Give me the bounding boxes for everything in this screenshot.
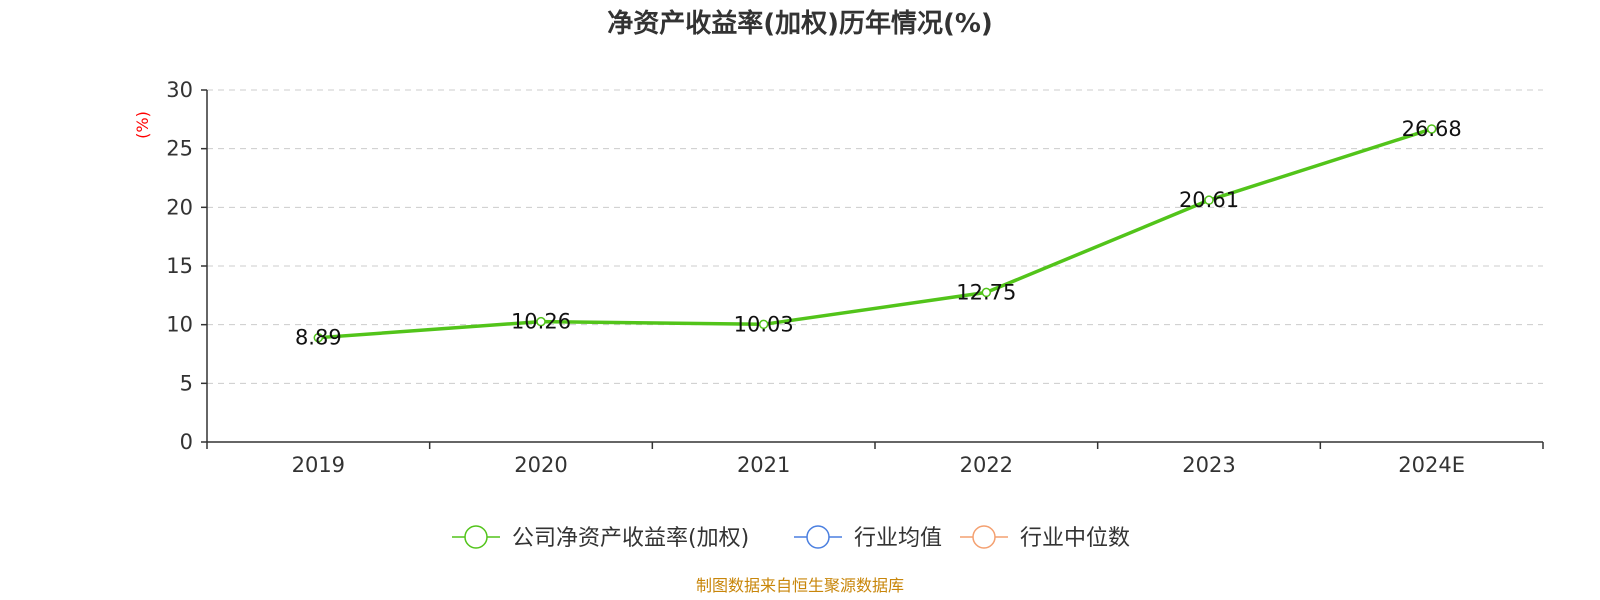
data-point[interactable] [536, 316, 546, 327]
y-tick-label: 0 [180, 430, 193, 454]
axes: 0 5 10 15 20 25 30 2019 2020 2021 2022 2023 2024E [166, 78, 1544, 477]
y-tick-label: 30 [166, 78, 193, 102]
series-layer [313, 124, 1437, 343]
y-tick-label: 10 [166, 313, 193, 337]
data-point[interactable] [1204, 195, 1214, 205]
data-label: 8.89 [295, 326, 342, 350]
x-tick-label: 2023 [1182, 453, 1235, 477]
legend-label: 公司净资产收益率(加权) [512, 526, 749, 551]
data-point[interactable] [1426, 124, 1437, 134]
y-axis-unit-label: (%) [133, 111, 152, 139]
x-tick-label: 2024E [1398, 453, 1465, 477]
data-source-note: 制图数据来自恒生聚源数据库 [696, 576, 904, 595]
data-label: 20.61 [1179, 188, 1239, 212]
legend-item[interactable]: 公司净资产收益率(加权) [452, 525, 749, 551]
data-label: 12.75 [956, 280, 1016, 304]
y-tick-label: 5 [180, 371, 193, 395]
y-tick-label: 20 [166, 195, 193, 219]
x-tick-label: 2019 [292, 453, 345, 477]
data-point[interactable] [981, 287, 992, 298]
data-labels: 8.89 10.26 10.03 12.75 20.61 26.68 [295, 117, 1462, 350]
legend-marker [464, 525, 488, 549]
data-label: 10.26 [511, 310, 571, 334]
x-tick-label: 2020 [514, 453, 567, 477]
series-line [318, 127, 1433, 340]
y-tick-label: 25 [166, 137, 193, 161]
x-tick-label: 2022 [960, 453, 1013, 477]
legend-label: 行业中位数 [1020, 526, 1130, 551]
data-label: 10.03 [734, 312, 794, 336]
legend-item[interactable]: 行业中位数 [960, 525, 1130, 551]
legend-marker [972, 525, 996, 549]
y-tick-label: 15 [166, 254, 193, 278]
data-point[interactable] [313, 332, 324, 343]
legend[interactable]: 公司净资产收益率(加权) 行业均值 行业中位数 [452, 525, 1130, 551]
data-label: 26.68 [1402, 117, 1462, 141]
grid-lines [207, 89, 1543, 384]
legend-label: 行业均值 [854, 526, 942, 551]
legend-item[interactable]: 行业均值 [794, 525, 942, 551]
chart-title: 净资产收益率(加权)历年情况(%) [607, 8, 993, 39]
x-tick-label: 2021 [737, 453, 790, 477]
data-point[interactable] [758, 319, 769, 330]
legend-marker [806, 525, 830, 549]
